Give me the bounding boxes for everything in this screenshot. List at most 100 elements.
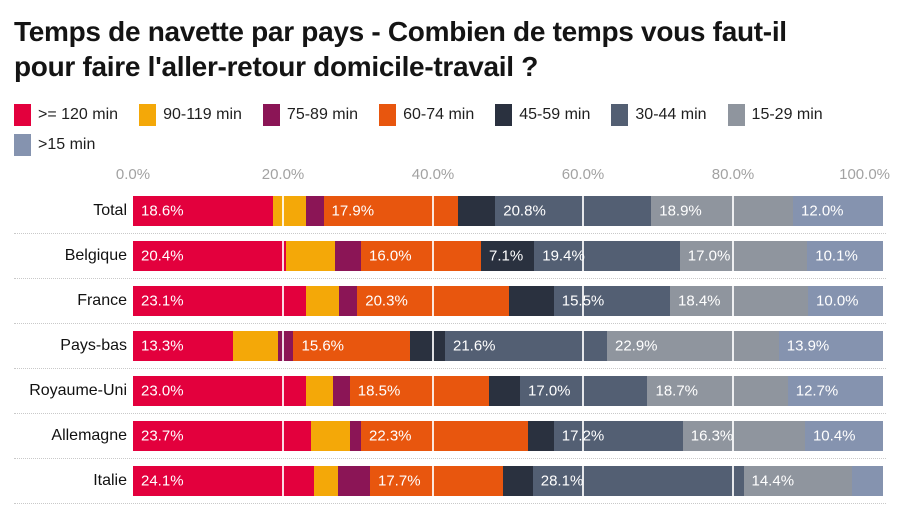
segment-value-label: 28.1%	[540, 472, 584, 490]
bar-segment: 20.3%	[357, 286, 510, 316]
bar-segment: 22.3%	[360, 421, 529, 451]
bar-segment	[277, 331, 294, 361]
bar-segment	[502, 466, 533, 496]
axis-tick-label: 100.0%	[839, 166, 890, 183]
legend-swatch-icon	[139, 103, 157, 126]
segment-value-label: 16.3%	[690, 427, 734, 445]
stacked-bar: 18.6% 17.9% 20.8% 18.9% 12.0%	[133, 196, 883, 226]
bar-segment: 12.0%	[792, 196, 883, 226]
bar-segment: 23.7%	[133, 421, 311, 451]
bar-segment	[305, 376, 334, 406]
segment-value-label: 18.6%	[141, 202, 184, 220]
bar-segment: 7.1%	[481, 241, 535, 271]
stacked-bar: 20.4% 16.0% 7.1% 19.4% 17.0% 10.1%	[133, 241, 883, 271]
bar-segment: 23.1%	[133, 286, 307, 316]
legend-item: 30-44 min	[611, 103, 707, 126]
bar-segment	[410, 331, 445, 361]
legend-label: >= 120 min	[38, 105, 119, 123]
row-label: Royaume-Uni	[29, 382, 127, 399]
bar-segment: 20.8%	[495, 196, 652, 226]
bar-segment: 13.9%	[778, 331, 883, 361]
bar-segment	[509, 286, 554, 316]
legend-label: 45-59 min	[519, 105, 591, 123]
segment-value-label: 23.7%	[141, 427, 184, 445]
chart-row: Italie 24.1% 17.7% 28.1% 14.4%	[6, 466, 886, 504]
legend-label: 75-89 min	[286, 105, 359, 123]
segment-value-label: 16.0%	[369, 247, 412, 265]
segment-value-label: 13.3%	[141, 337, 184, 355]
legend-item: 60-74 min	[379, 103, 474, 126]
bar-segment	[305, 196, 324, 226]
bar-segment	[306, 286, 340, 316]
segment-value-label: 22.9%	[614, 337, 658, 355]
bar-segment	[337, 466, 370, 496]
segment-value-label: 12.7%	[795, 382, 839, 400]
legend-swatch-icon	[14, 133, 31, 156]
chart-rows: Total 18.6% 17.9% 20.8% 18.9% 12.0% Belgique 20…	[6, 196, 886, 504]
segment-value-label: 20.8%	[503, 202, 546, 220]
bar-segment: 15.6%	[293, 331, 411, 361]
legend-swatch-icon	[379, 103, 397, 126]
stacked-bar: 24.1% 17.7% 28.1% 14.4%	[133, 466, 883, 496]
legend-swatch-icon	[611, 103, 629, 126]
bar-segment	[528, 421, 554, 451]
segment-value-label: 13.9%	[786, 337, 830, 355]
bar-segment: 17.2%	[553, 421, 683, 451]
row-label: France	[77, 292, 127, 309]
legend-item: 15-29 min	[727, 103, 823, 126]
segment-value-label: 10.0%	[815, 292, 859, 310]
bar-segment: 10.0%	[807, 286, 883, 316]
segment-value-label: 7.1%	[489, 247, 524, 265]
bar-segment: 18.9%	[651, 196, 793, 226]
axis-tick-label: 0.0%	[115, 166, 151, 183]
segment-value-label: 18.5%	[357, 382, 401, 400]
segment-value-label: 18.4%	[677, 292, 721, 310]
chart: 0.0% 20.0% 40.0% 60.0% 80.0% 100.0% Total 18.6…	[6, 166, 890, 504]
chart-row: Royaume-Uni 23.0% 18.5% 17.0% 18.7% 12.7%	[6, 376, 886, 414]
bar-segment: 15.5%	[553, 286, 670, 316]
bar-segment	[310, 421, 350, 451]
chart-row: Pays-bas 13.3% 15.6% 21.6% 22.9% 13.9%	[6, 331, 886, 369]
segment-value-label: 21.6%	[452, 337, 496, 355]
segment-value-label: 12.0%	[800, 202, 844, 220]
chart-title: Temps de navette par pays - Combien de t…	[14, 16, 787, 82]
segment-value-label: 20.4%	[141, 247, 184, 265]
legend-item: >= 120 min	[14, 103, 118, 126]
bar-segment: 22.9%	[606, 331, 779, 361]
bar-segment	[488, 376, 520, 406]
axis-tick-label: 40.0%	[411, 166, 455, 183]
segment-value-label: 17.9%	[331, 202, 375, 220]
bar-segment: 20.4%	[133, 241, 286, 271]
legend: >= 120 min 90-119 min 75-89 min 60-74 min 45…	[14, 103, 890, 156]
chart-row: France 23.1% 20.3% 15.5% 18.4% 10.0%	[6, 286, 886, 324]
legend-item: 90-119 min	[139, 103, 242, 126]
bar-segment: 28.1%	[532, 466, 744, 496]
bar-segment: 14.4%	[743, 466, 852, 496]
row-label: Italie	[93, 472, 127, 489]
legend-swatch-icon	[262, 103, 280, 126]
row-label: Allemagne	[51, 427, 127, 444]
legend-label: 15-29 min	[751, 105, 823, 123]
bar-segment: 18.7%	[647, 376, 788, 406]
segment-value-label: 18.9%	[659, 202, 702, 220]
axis-tick-label: 80.0%	[711, 166, 755, 183]
bar-segment	[457, 196, 496, 226]
row-label: Total	[93, 202, 127, 219]
chart-row: Total 18.6% 17.9% 20.8% 18.9% 12.0%	[6, 196, 886, 234]
stacked-bar: 23.0% 18.5% 17.0% 18.7% 12.7%	[133, 376, 883, 406]
segment-value-label: 18.7%	[655, 382, 699, 400]
segment-value-label: 23.1%	[141, 292, 184, 310]
bar-segment	[286, 241, 335, 271]
bar-segment: 18.6%	[133, 196, 273, 226]
segment-value-label: 14.4%	[751, 472, 795, 490]
legend-swatch-icon	[727, 103, 745, 126]
stacked-bar: 23.1% 20.3% 15.5% 18.4% 10.0%	[133, 286, 883, 316]
segment-value-label: 24.1%	[141, 472, 184, 490]
segment-value-label: 17.0%	[687, 247, 731, 265]
bar-segment: 16.0%	[361, 241, 481, 271]
bar-segment: 17.9%	[323, 196, 458, 226]
bar-segment: 16.3%	[682, 421, 805, 451]
axis-tick-label: 20.0%	[261, 166, 305, 183]
bar-segment: 24.1%	[133, 466, 314, 496]
bar-segment	[333, 376, 350, 406]
